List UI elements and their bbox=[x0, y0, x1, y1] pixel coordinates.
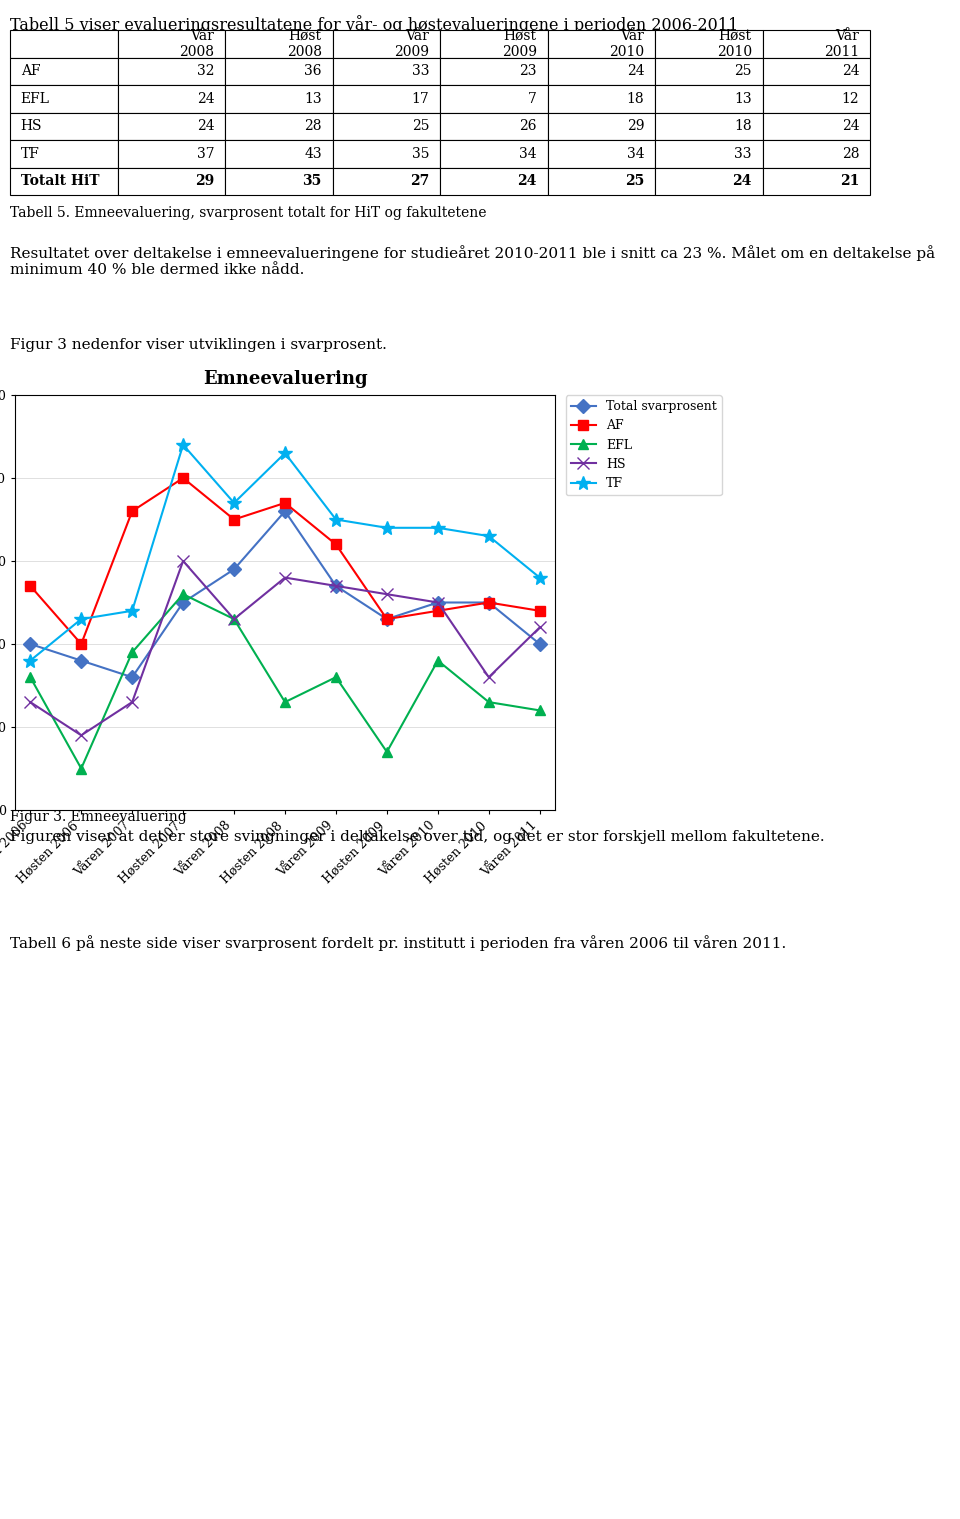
Line: Total svarprosent: Total svarprosent bbox=[25, 506, 544, 682]
Total svarprosent bbox=[381, 611, 393, 629]
TF bbox=[534, 568, 545, 586]
EFL bbox=[381, 743, 393, 761]
Total svarprosent bbox=[127, 668, 138, 687]
HS bbox=[534, 618, 545, 636]
Line: EFL: EFL bbox=[25, 589, 544, 773]
Text: Figur 3. Emneevaluering: Figur 3. Emneevaluering bbox=[10, 810, 187, 823]
Total svarprosent bbox=[432, 594, 444, 612]
Text: Tabell 5. Emneevaluering, svarprosent totalt for HiT og fakultetene: Tabell 5. Emneevaluering, svarprosent to… bbox=[10, 207, 487, 220]
Text: Resultatet over deltakelse i emneevalueringene for studieåret 2010-2011 ble i sn: Resultatet over deltakelse i emneevaluer… bbox=[10, 245, 935, 276]
HS bbox=[127, 693, 138, 711]
AF bbox=[127, 503, 138, 521]
EFL bbox=[279, 693, 291, 711]
HS bbox=[330, 577, 342, 595]
HS bbox=[381, 585, 393, 603]
Text: Figur 3 nedenfor viser utviklingen i svarprosent.: Figur 3 nedenfor viser utviklingen i sva… bbox=[10, 339, 387, 352]
AF bbox=[483, 594, 494, 612]
EFL bbox=[330, 668, 342, 687]
AF bbox=[432, 602, 444, 620]
HS bbox=[228, 611, 240, 629]
EFL bbox=[432, 652, 444, 670]
AF bbox=[330, 535, 342, 553]
TF bbox=[178, 436, 189, 454]
HS bbox=[279, 568, 291, 586]
AF bbox=[25, 577, 36, 595]
EFL bbox=[76, 760, 87, 778]
HS bbox=[483, 668, 494, 687]
AF bbox=[228, 510, 240, 529]
TF bbox=[76, 611, 87, 629]
AF bbox=[381, 611, 393, 629]
Text: Figuren viser at det er store svingninger i deltakelse over tid, og det er stor : Figuren viser at det er store svingninge… bbox=[10, 829, 825, 845]
Total svarprosent bbox=[483, 594, 494, 612]
AF bbox=[178, 469, 189, 488]
Total svarprosent bbox=[25, 635, 36, 653]
Line: HS: HS bbox=[25, 556, 545, 741]
AF bbox=[76, 635, 87, 653]
TF bbox=[25, 652, 36, 670]
TF bbox=[483, 527, 494, 545]
AF bbox=[279, 494, 291, 512]
Total svarprosent bbox=[534, 635, 545, 653]
EFL bbox=[178, 585, 189, 603]
Text: Tabell 5 viser evalueringsresultatene for vår- og høstevalueringene i perioden 2: Tabell 5 viser evalueringsresultatene fo… bbox=[10, 15, 738, 33]
TF bbox=[330, 510, 342, 529]
HS bbox=[25, 693, 36, 711]
EFL bbox=[534, 702, 545, 720]
TF bbox=[279, 444, 291, 462]
Total svarprosent bbox=[228, 561, 240, 579]
Legend: Total svarprosent, AF, EFL, HS, TF: Total svarprosent, AF, EFL, HS, TF bbox=[565, 395, 722, 495]
HS bbox=[76, 726, 87, 744]
HS bbox=[432, 594, 444, 612]
AF bbox=[534, 602, 545, 620]
Title: Emneevaluering: Emneevaluering bbox=[203, 371, 368, 387]
Text: Tabell 6 på neste side viser svarprosent fordelt pr. institutt i perioden fra vå: Tabell 6 på neste side viser svarprosent… bbox=[10, 936, 786, 951]
TF bbox=[127, 602, 138, 620]
Total svarprosent bbox=[178, 594, 189, 612]
Total svarprosent bbox=[330, 577, 342, 595]
EFL bbox=[127, 643, 138, 661]
Line: TF: TF bbox=[23, 437, 546, 667]
HS bbox=[178, 551, 189, 570]
TF bbox=[432, 518, 444, 536]
EFL bbox=[25, 668, 36, 687]
TF bbox=[381, 518, 393, 536]
Total svarprosent bbox=[279, 503, 291, 521]
EFL bbox=[228, 611, 240, 629]
TF bbox=[228, 494, 240, 512]
EFL bbox=[483, 693, 494, 711]
Line: AF: AF bbox=[25, 472, 544, 649]
Total svarprosent bbox=[76, 652, 87, 670]
